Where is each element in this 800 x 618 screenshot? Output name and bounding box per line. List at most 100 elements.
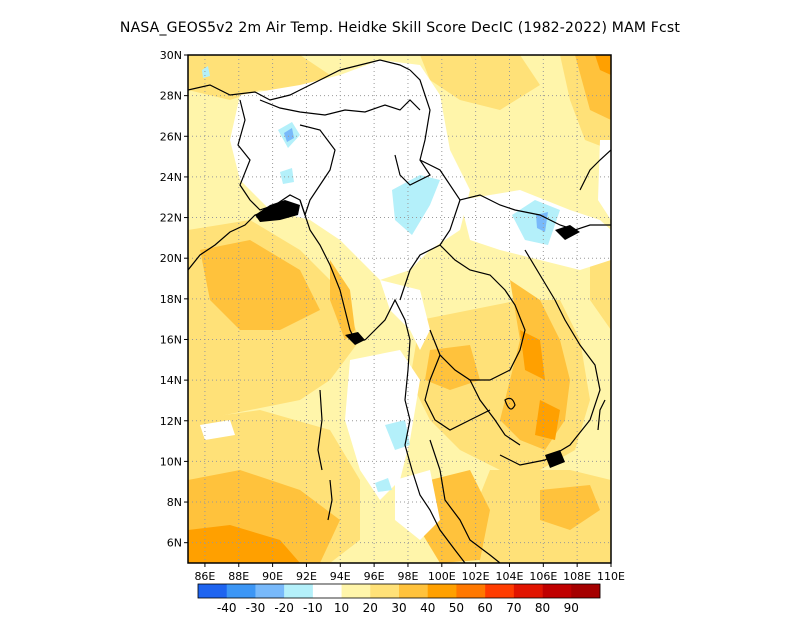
lat-tick-label: 16N <box>160 333 182 346</box>
lat-tick-label: 8N <box>167 496 182 509</box>
island-chain <box>327 479 333 521</box>
field-patch <box>420 470 490 563</box>
colorbar-label: 50 <box>449 601 464 615</box>
lon-tick-label: 98E <box>397 570 418 583</box>
colorbar-label: 70 <box>506 601 521 615</box>
lon-tick-label: 106E <box>529 570 557 583</box>
lon-tick-label: 104E <box>496 570 524 583</box>
lon-tick-label: 96E <box>364 570 385 583</box>
colorbar-label: -20 <box>274 601 294 615</box>
lat-tick-label: 26N <box>160 130 182 143</box>
colorbar-label: 60 <box>478 601 493 615</box>
lat-tick-label: 18N <box>160 293 182 306</box>
field-patch <box>392 175 440 235</box>
coastline <box>429 439 501 563</box>
colorbar-swatch <box>456 584 486 598</box>
colorbar-label: -30 <box>246 601 266 615</box>
colorbar-label: 90 <box>564 601 579 615</box>
field-patch <box>385 420 410 450</box>
colorbar-swatch <box>312 584 342 598</box>
colorbar-label: 20 <box>363 601 378 615</box>
border-line <box>419 159 611 231</box>
colorbar-swatch <box>427 584 457 598</box>
field-patch <box>535 400 560 440</box>
colorbar-frame <box>197 583 601 599</box>
border-line <box>429 244 526 381</box>
field-patch <box>345 350 420 500</box>
lon-tick-label: 102E <box>462 570 490 583</box>
lake <box>504 397 516 410</box>
coastline <box>499 249 601 466</box>
field-patch <box>375 478 392 492</box>
lon-tick-label: 100E <box>428 570 456 583</box>
border-line <box>237 99 306 216</box>
lon-tick-label: 108E <box>563 570 591 583</box>
lon-tick-label: 92E <box>296 570 317 583</box>
field-patch <box>520 330 545 380</box>
colorbar-swatch <box>198 584 228 598</box>
coastline <box>579 149 611 191</box>
field-patch <box>284 128 294 142</box>
colorbar-swatch <box>370 584 400 598</box>
gridlines <box>188 55 611 563</box>
delta-areas <box>255 200 580 468</box>
border-line <box>399 199 461 301</box>
field-patch <box>188 525 300 563</box>
colorbar-swatch <box>571 584 601 598</box>
field-patch <box>380 280 430 350</box>
field-patch <box>540 485 600 530</box>
border-line <box>259 99 421 116</box>
longitude-axis: 86E 88E 90E 92E 94E 96E 98E 100E 102E 104E 106E 108… <box>194 563 625 583</box>
field-patch <box>598 140 611 220</box>
map-frame <box>187 54 612 564</box>
ganges-delta <box>255 200 300 222</box>
colorbar-swatch <box>485 584 515 598</box>
lon-tick-label: 94E <box>330 570 351 583</box>
field-patch <box>202 66 210 78</box>
field-patch <box>280 168 294 184</box>
colorbar-label: -40 <box>217 601 237 615</box>
colorbar-label: 40 <box>420 601 435 615</box>
coastline <box>364 298 466 563</box>
lon-tick-label: 90E <box>262 570 283 583</box>
field-patch <box>575 55 611 120</box>
colorbar-swatch <box>341 584 371 598</box>
irrawaddy-delta <box>345 332 365 345</box>
lon-tick-label: 110E <box>597 570 625 583</box>
colorbar-label: 30 <box>391 601 406 615</box>
colorbar-label: 80 <box>535 601 550 615</box>
lat-tick-label: 22N <box>160 212 182 225</box>
lat-tick-label: 14N <box>160 374 182 387</box>
island-chain <box>317 389 323 471</box>
lat-tick-label: 24N <box>160 171 182 184</box>
map-title: NASA_GEOS5v2 2m Air Temp. Heidke Skill S… <box>119 20 681 36</box>
border-line <box>188 59 411 101</box>
field-patch <box>420 55 540 110</box>
colorbar-swatch <box>513 584 543 598</box>
field-patch <box>395 470 440 540</box>
field-patch <box>200 240 320 330</box>
lat-tick-label: 10N <box>160 455 182 468</box>
lat-tick-label: 12N <box>160 415 182 428</box>
field-patch <box>595 55 611 75</box>
mekong-delta <box>545 450 565 468</box>
colorbar-swatch <box>399 584 429 598</box>
colorbar-swatch <box>284 584 314 598</box>
latitude-axis: 30N 28N 26N 24N 22N 20N 18N 16N 14N 12N 10N 8N 6N <box>160 49 188 550</box>
colorbar-label: -10 <box>303 601 323 615</box>
red-river-delta <box>555 225 580 240</box>
lat-tick-label: 30N <box>160 49 182 62</box>
border-line <box>469 379 521 446</box>
colorbar-label: 10 <box>334 601 349 615</box>
field-patch <box>200 420 235 440</box>
lat-tick-label: 28N <box>160 90 182 103</box>
colorbar-swatch <box>226 584 256 598</box>
lon-tick-label: 88E <box>228 570 249 583</box>
lat-tick-label: 20N <box>160 252 182 265</box>
colorbar: -40 -30 -20 -10 10 20 30 40 50 60 70 80 90 <box>197 583 601 615</box>
coastline <box>597 399 606 431</box>
coastline <box>424 354 491 431</box>
lat-tick-label: 6N <box>167 537 182 550</box>
coastlines-borders <box>188 59 611 563</box>
colorbar-swatch <box>542 584 572 598</box>
